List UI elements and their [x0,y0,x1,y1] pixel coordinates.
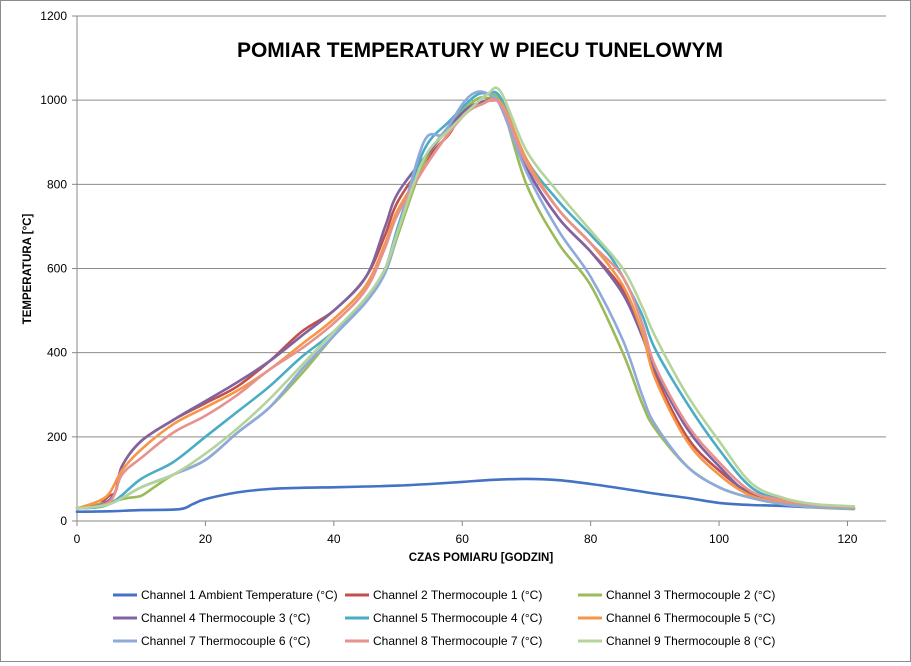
legend-item: Channel 3 Thermocouple 2 (°C) [578,588,775,602]
x-tick-label: 120 [837,532,857,546]
x-tick-labels: 0 20 40 60 80 100 120 [74,521,858,546]
legend-item: Channel 4 Thermocouple 3 (°C) [113,611,310,625]
legend-label: Channel 2 Thermocouple 1 (°C) [373,588,542,602]
x-tick-label: 100 [709,532,729,546]
x-tick-label: 80 [584,532,598,546]
y-tick-label: 200 [47,430,67,444]
legend-label: Channel 9 Thermocouple 8 (°C) [606,634,775,648]
legend-label: Channel 1 Ambient Temperature (°C) [141,588,338,602]
y-tick-label: 600 [47,262,67,276]
series-lines [75,86,856,513]
legend-label: Channel 5 Thermocouple 4 (°C) [373,611,542,625]
series-line-7 [75,90,856,510]
y-tick-label: 1000 [40,93,67,107]
legend-item: Channel 7 Thermocouple 6 (°C) [113,634,310,648]
y-tick-labels: 0 200 400 600 800 1000 1200 [40,9,77,528]
x-tick-label: 60 [456,532,470,546]
series-line-9 [75,86,856,510]
legend-label: Channel 7 Thermocouple 6 (°C) [141,634,310,648]
x-tick-label: 20 [199,532,213,546]
series-line-1 [75,477,856,513]
y-tick-label: 800 [47,177,67,191]
legend-label: Channel 3 Thermocouple 2 (°C) [606,588,775,602]
legend-item: Channel 1 Ambient Temperature (°C) [113,588,338,602]
gridlines [77,15,886,438]
legend-label: Channel 4 Thermocouple 3 (°C) [141,611,310,625]
legend-label: Channel 6 Thermocouple 5 (°C) [606,611,775,625]
series-line-5 [75,90,856,510]
y-tick-label: 1200 [40,9,67,23]
y-tick-label: 0 [60,514,67,528]
legend-label: Channel 8 Thermocouple 7 (°C) [373,634,542,648]
y-tick-label: 400 [47,346,67,360]
legend-item: Channel 5 Thermocouple 4 (°C) [345,611,542,625]
legend-item: Channel 9 Thermocouple 8 (°C) [578,634,775,648]
chart-title: POMIAR TEMPERATURY W PIECU TUNELOWYM [237,39,723,62]
legend-item: Channel 8 Thermocouple 7 (°C) [345,634,542,648]
x-tick-label: 40 [327,532,341,546]
x-axis-title: CZAS POMIARU [GODZIN] [409,552,554,564]
legend-item: Channel 6 Thermocouple 5 (°C) [578,611,775,625]
legend: Channel 1 Ambient Temperature (°C) Channe… [113,588,775,648]
legend-item: Channel 2 Thermocouple 1 (°C) [345,588,542,602]
x-tick-label: 0 [74,532,81,546]
y-axis-title: TEMPERATURA [°C] [22,214,34,325]
